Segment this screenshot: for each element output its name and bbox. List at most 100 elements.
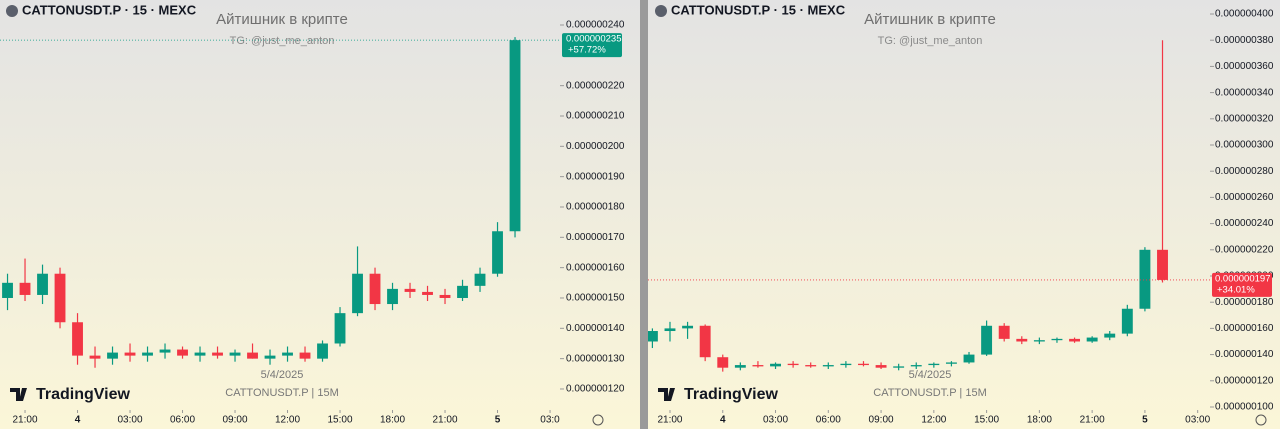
candle-body (1016, 338, 1028, 342)
candle-body (439, 294, 451, 298)
x-tick-label: 03:00 (1185, 415, 1210, 426)
candle-body (822, 365, 834, 367)
candle-body (1086, 337, 1098, 342)
candle-body (770, 363, 781, 367)
x-tick-label: 4 (75, 415, 81, 426)
last-price-box (1212, 272, 1272, 297)
background (0, 0, 640, 429)
candle-body (492, 231, 503, 274)
y-tick-label: 0.000000280 (1215, 166, 1274, 177)
candle-body (648, 331, 658, 342)
candle-body (699, 325, 711, 358)
y-tick-label: 0.000000320 (1215, 113, 1274, 124)
candle-body (664, 328, 676, 332)
x-tick-label: 03:0 (540, 415, 560, 426)
x-tick-label: 5 (495, 415, 501, 426)
candle-body (509, 40, 521, 232)
y-tick-label: 0.000000240 (566, 20, 625, 31)
date-label: 5/4/2025 (909, 369, 952, 381)
candle-body (945, 362, 957, 364)
candle-body (229, 352, 241, 356)
x-tick-label: 15:00 (974, 415, 999, 426)
candle-body (159, 349, 171, 353)
watermark: Айтишник в крипте (216, 11, 348, 28)
candle-body (840, 363, 852, 366)
candle-body (787, 363, 799, 366)
y-tick-label: 0.000000400 (1215, 9, 1274, 20)
candle-body (805, 365, 817, 367)
candle-body (299, 352, 311, 359)
candle-body (124, 352, 136, 356)
brand: TradingView (684, 386, 779, 403)
x-tick-label: 12:00 (921, 415, 946, 426)
background (648, 0, 1280, 429)
x-tick-label: 06:00 (816, 415, 841, 426)
caption: CATTONUSDT.P | 15M (873, 387, 987, 399)
candle-body (1104, 333, 1116, 338)
candle-body (457, 285, 468, 298)
y-tick-label: 0.000000260 (1215, 192, 1274, 203)
subtitle: TG: @just_me_anton (878, 35, 983, 47)
x-tick-label: 5 (1142, 415, 1148, 426)
x-tick-label: 4 (720, 415, 726, 426)
brand-logo (658, 388, 675, 401)
candle-body (422, 291, 433, 295)
y-tick-label: 0.000000220 (1215, 244, 1274, 255)
y-tick-label: 0.000000150 (566, 293, 625, 304)
candle-body (352, 273, 363, 314)
candle-body (981, 325, 993, 355)
candle-body (998, 325, 1010, 339)
y-tick-label: 0.000000120 (566, 384, 625, 395)
change-label: +57.72% (568, 45, 606, 56)
candle-body (177, 349, 188, 356)
candle-body (107, 352, 118, 359)
candle-body (752, 365, 764, 367)
x-tick-label: 21:00 (1080, 415, 1105, 426)
candle-body (928, 363, 940, 366)
y-tick-label: 0.000000160 (566, 262, 625, 273)
candle-body (1051, 338, 1063, 341)
y-tick-label: 0.000000180 (566, 202, 625, 213)
y-tick-label: 0.000000100 (1215, 402, 1274, 413)
candle-body (893, 366, 905, 368)
x-tick-label: 21:00 (657, 415, 682, 426)
candle-body (1121, 308, 1133, 334)
y-tick-label: 0.000000200 (566, 141, 625, 152)
last-price-label: 0.000000235 (566, 34, 621, 45)
candle-body (282, 352, 293, 356)
x-tick-label: 18:00 (1027, 415, 1052, 426)
candle-body (474, 273, 486, 286)
y-tick-label: 0.000000130 (566, 353, 625, 364)
x-tick-label: 06:00 (170, 415, 195, 426)
candle-body (247, 352, 258, 359)
y-tick-label: 0.000000120 (1215, 375, 1274, 386)
chart-panel: CATTONUSDT.P · 15 · MEXC Айтишник в крип… (0, 0, 640, 429)
x-tick-label: 12:00 (275, 415, 300, 426)
y-tick-label: 0.000000170 (566, 232, 625, 243)
caption: CATTONUSDT.P | 15M (225, 387, 339, 399)
settings-icon[interactable] (1255, 414, 1267, 426)
date-label: 5/4/2025 (261, 369, 304, 381)
candle-body (1139, 249, 1151, 309)
symbol-icon (6, 5, 18, 17)
y-tick-label: 0.000000360 (1215, 61, 1274, 72)
x-tick-label: 03:00 (763, 415, 788, 426)
x-tick-label: 21:00 (433, 415, 458, 426)
chart-title: CATTONUSDT.P · 15 · MEXC (22, 2, 197, 17)
y-tick-label: 0.000000300 (1215, 140, 1274, 151)
candle-body (334, 313, 346, 344)
candle-body (142, 352, 153, 356)
candle-body (2, 282, 13, 298)
x-tick-label: 09:00 (869, 415, 894, 426)
chart-title: CATTONUSDT.P · 15 · MEXC (671, 2, 846, 17)
candle-body (72, 322, 83, 356)
candle-body (37, 273, 48, 295)
settings-icon[interactable] (592, 414, 604, 426)
candle-body (54, 273, 66, 323)
candle-body (717, 357, 729, 368)
candle-body (19, 282, 31, 295)
x-tick-label: 15:00 (328, 415, 353, 426)
candle-body (212, 352, 223, 356)
subtitle: TG: @just_me_anton (230, 35, 335, 47)
